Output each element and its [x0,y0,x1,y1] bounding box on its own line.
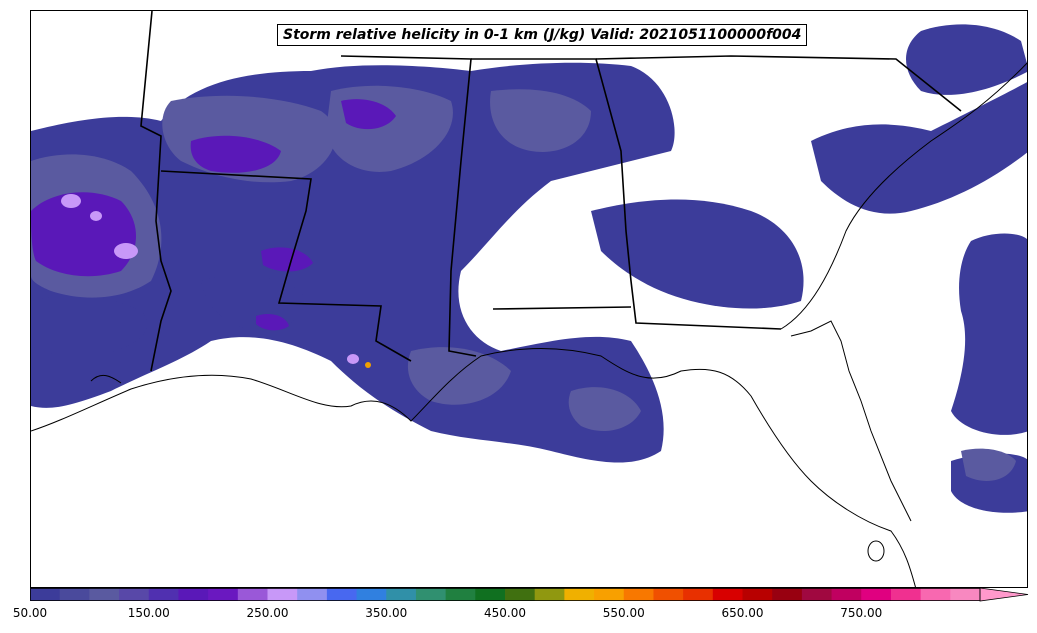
colorbar-tick-label: 750.00 [840,606,883,620]
colorbar-tick-label: 650.00 [721,606,764,620]
colorbar-swatch [861,588,892,601]
colorbar-swatch [297,588,328,601]
coastline [31,62,1027,587]
colorbar-swatch [890,588,922,601]
colorbar-swatches [30,588,1029,602]
colorbar-swatch [148,588,179,601]
colorbar-tick-label: 350.00 [365,606,408,620]
colorbar-swatch [445,588,476,601]
state-borders [140,11,962,372]
colorbar-swatch [505,588,536,601]
map-panel: Storm relative helicity in 0-1 km (J/kg)… [30,10,1028,588]
colorbar-swatch [950,588,981,601]
colorbar-swatch [623,588,654,601]
colorbar-tick-label: 550.00 [602,606,645,620]
chart-title: Storm relative helicity in 0-1 km (J/kg)… [277,24,808,46]
colorbar-swatch [772,588,803,601]
helicity-field-high [31,99,396,331]
colorbar-swatch [801,588,833,601]
colorbar-swatch [475,588,506,601]
colorbar-swatch [208,588,239,601]
colorbar-swatch [594,588,625,601]
colorbar-border [30,588,981,601]
colorbar-tick-label: 250.00 [246,606,289,620]
colorbar-swatch [415,588,447,601]
helicity-field-peak [61,194,359,364]
colorbar-swatch [30,588,61,601]
colorbar-swatch [831,588,862,601]
colorbar-extend-arrow [979,588,1029,602]
colorbar-tick-label: 50.00 [12,606,48,620]
colorbar-tick-label: 450.00 [484,606,526,620]
colorbar-swatch [683,588,714,601]
colorbar-swatch [267,588,298,601]
colorbar-swatch [119,588,150,601]
colorbar [30,588,1029,602]
colorbar-swatch [59,588,90,601]
colorbar-swatch [564,588,595,601]
colorbar-swatch [356,588,387,601]
colorbar-swatch [178,588,209,601]
colorbar-swatch [89,588,120,601]
colorbar-swatch [386,588,417,601]
colorbar-swatch [326,588,358,601]
colorbar-swatch [712,588,743,601]
helicity-map [31,11,1027,587]
colorbar-tick-label: 150.00 [127,606,170,620]
colorbar-swatch [534,588,565,601]
colorbar-swatch [653,588,684,601]
colorbar-swatch [742,588,773,601]
helicity-max-spot [365,362,371,368]
colorbar-swatch [237,588,268,601]
colorbar-swatch [920,588,951,601]
